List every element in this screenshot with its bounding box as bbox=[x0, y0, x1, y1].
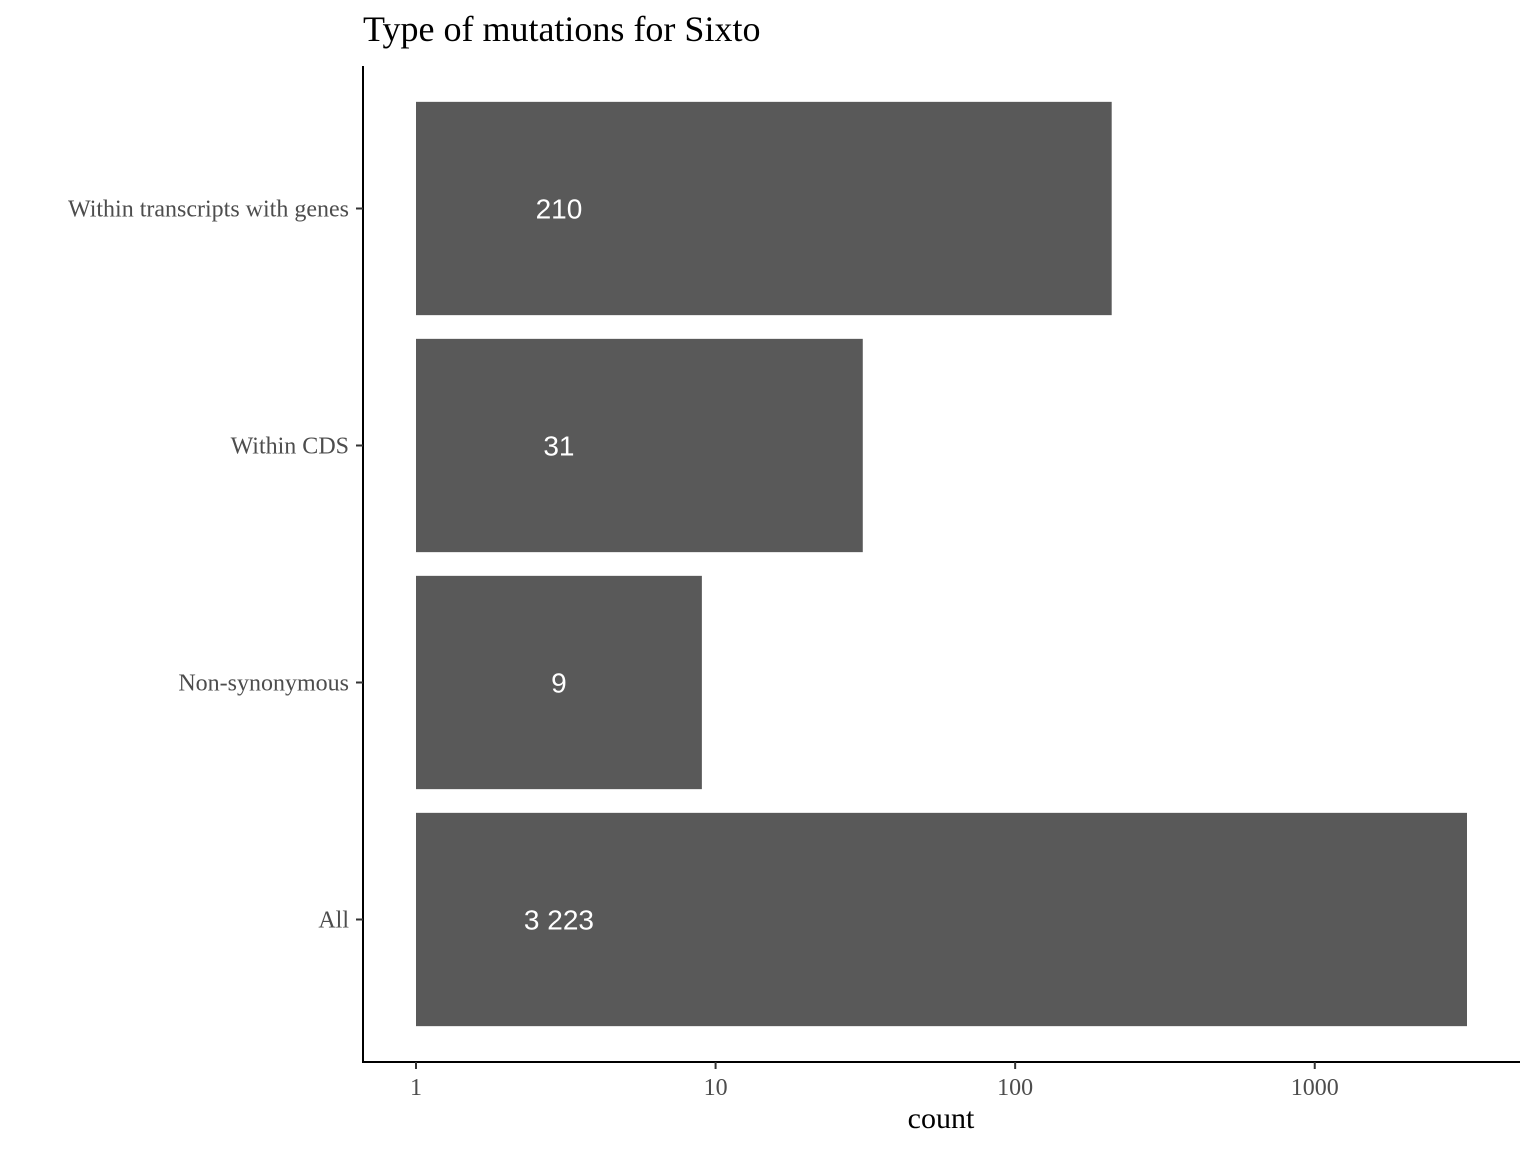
bar-within-transcripts-with-genes bbox=[416, 101, 1112, 316]
x-ticks: 1 10 100 1000 bbox=[410, 1062, 1339, 1101]
y-ticks: Within transcripts with genes Within CDS N… bbox=[68, 197, 363, 934]
x-axis-title: count bbox=[908, 1102, 975, 1135]
y-tick-label: Within transcripts with genes bbox=[68, 197, 349, 223]
y-tick-label: All bbox=[318, 908, 349, 934]
bar-within-cds bbox=[416, 338, 863, 553]
bar-all bbox=[416, 812, 1467, 1027]
bar-value-label: 9 bbox=[551, 668, 567, 699]
y-tick-label: Non-synonymous bbox=[178, 671, 349, 697]
bars bbox=[416, 101, 1467, 1027]
bar-non-synonymous bbox=[416, 575, 702, 790]
x-tick-label: 1 bbox=[410, 1075, 422, 1101]
bar-value-label: 210 bbox=[536, 194, 583, 225]
bar-value-label: 31 bbox=[543, 431, 574, 462]
bar-labels: 210 31 9 3 223 bbox=[524, 194, 594, 936]
x-tick-label: 10 bbox=[704, 1075, 728, 1101]
y-tick-label: Within CDS bbox=[231, 434, 349, 460]
chart-title: Type of mutations for Sixto bbox=[363, 9, 760, 49]
bar-value-label: 3 223 bbox=[524, 905, 594, 936]
x-tick-label: 100 bbox=[997, 1075, 1033, 1101]
x-tick-label: 1000 bbox=[1291, 1075, 1339, 1101]
